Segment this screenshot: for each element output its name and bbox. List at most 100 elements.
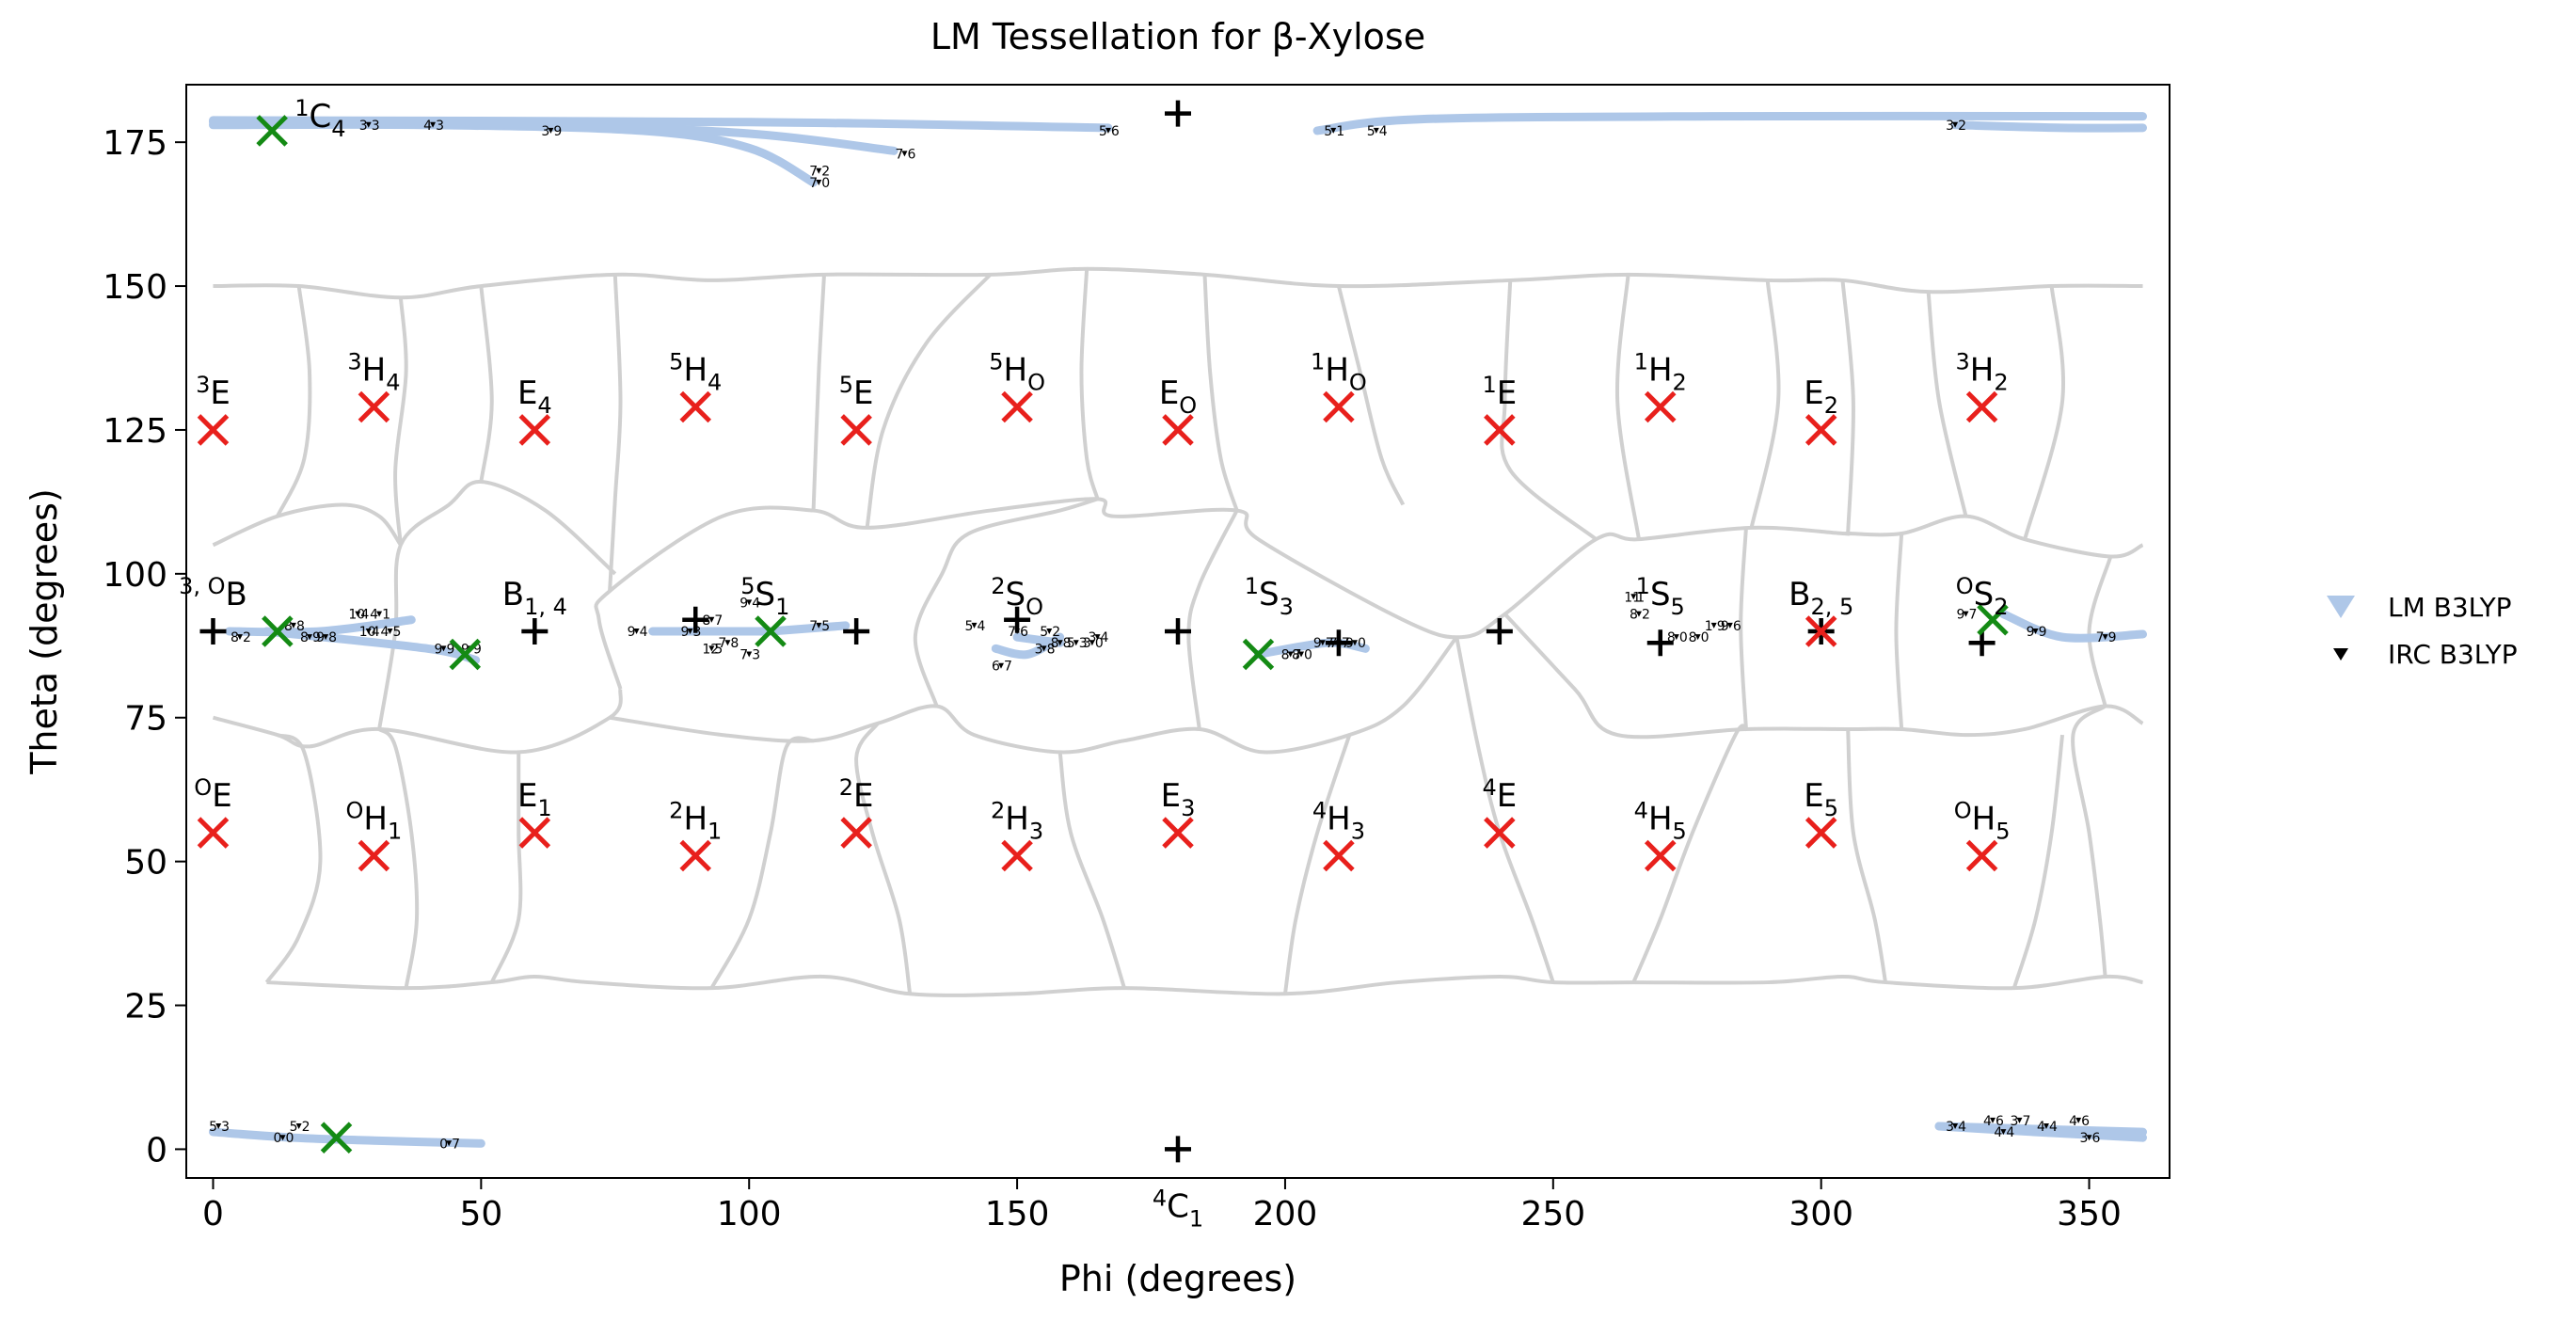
- irc-label-sub: 2: [821, 165, 830, 180]
- irc-label: 3: [359, 119, 368, 134]
- irc-label-sub: 4: [2049, 1120, 2058, 1135]
- irc-label: 3: [1083, 636, 1091, 651]
- x-tick-label: 250: [1520, 1195, 1585, 1233]
- irc-marker: [365, 629, 372, 634]
- irc-marker: [2086, 1135, 2092, 1141]
- tessellation-edge: [2087, 555, 2113, 707]
- irc-label: 12: [702, 642, 719, 657]
- pucker-label-sub: O: [1179, 392, 1197, 419]
- tessellation-edge: [276, 285, 312, 517]
- tessellation-edge: [865, 273, 993, 529]
- irc-label-sub: 6: [2081, 1114, 2090, 1129]
- red-x-marker: [679, 839, 712, 872]
- irc-label-sub: 5: [714, 642, 723, 657]
- red-x-marker: [1644, 839, 1677, 872]
- irc-marker: [1635, 611, 1642, 617]
- pucker-label-base: E: [517, 777, 537, 815]
- tessellation-edge: [489, 752, 523, 983]
- irc-label-sub: 3: [221, 1120, 230, 1135]
- irc-label-sub: 9: [312, 630, 321, 645]
- pucker-label: 2E: [839, 774, 874, 815]
- green-x-marker: [256, 115, 288, 147]
- irc-label-sub: 4: [360, 608, 369, 623]
- irc-point: 93: [681, 625, 702, 640]
- pucker-label-base: H: [362, 351, 387, 389]
- red-x-marker: [358, 390, 390, 423]
- irc-label-sub: 8: [328, 630, 337, 645]
- irc-label: 8: [1689, 630, 1697, 645]
- lm-path: [1312, 111, 2148, 135]
- legend-label: LM B3LYP: [2388, 592, 2512, 623]
- pucker-label-base: H: [683, 801, 708, 838]
- irc-label: 3: [2010, 1114, 2018, 1129]
- center-plus: [1165, 618, 1191, 645]
- irc-label-sub: 3: [436, 119, 444, 134]
- tessellation-edge: [1631, 724, 1748, 983]
- irc-marker: [816, 167, 822, 174]
- irc-label: 4: [380, 625, 389, 640]
- irc-label: 10: [348, 608, 365, 623]
- irc-label: 4: [423, 119, 432, 134]
- red-x-marker: [518, 414, 551, 446]
- irc-marker: [1710, 622, 1717, 629]
- pucker-label-sub: 5: [1671, 594, 1685, 620]
- red-x-marker: [1484, 414, 1516, 446]
- lm-path: [766, 621, 851, 636]
- irc-label: 9: [1957, 608, 1965, 623]
- irc-marker: [215, 1122, 222, 1129]
- irc-label-sub: 6: [1111, 124, 1120, 139]
- irc-label: 4: [2037, 1120, 2045, 1135]
- irc-marker: [376, 611, 383, 617]
- irc-label-sub: 4: [1101, 630, 1109, 645]
- red-x-marker: [1965, 839, 1998, 872]
- irc-marker: [1105, 127, 1111, 134]
- irc-label-sub: 4: [372, 625, 380, 640]
- irc-marker: [1726, 622, 1733, 629]
- tessellation-edge: [913, 497, 1099, 708]
- irc-label-sub: 2: [302, 1120, 310, 1135]
- irc-label: 9: [434, 642, 442, 657]
- center-plus: [1968, 629, 1996, 657]
- pucker-label: 1HO: [1311, 348, 1367, 395]
- irc-point: 104: [359, 625, 380, 640]
- y-axis-title: Theta (degrees): [24, 488, 65, 775]
- pucker-label-sub: 5: [1996, 819, 2010, 845]
- irc-marker: [1952, 1122, 1959, 1129]
- pucker-label: E5: [1804, 777, 1838, 821]
- irc-marker: [1073, 640, 1079, 646]
- pucker-label: 3H2: [1956, 348, 2009, 395]
- pucker-label-base: S: [1650, 576, 1671, 613]
- irc-marker: [1046, 629, 1053, 634]
- pucker-label: 1S3: [1245, 573, 1294, 620]
- irc-label: 5: [1040, 625, 1048, 640]
- irc-label: 6: [992, 660, 1000, 675]
- red-x-marker: [1805, 615, 1837, 647]
- pucker-label: 5HO: [989, 348, 1045, 395]
- pucker-label-base: E: [210, 374, 230, 412]
- tessellation-edge: [212, 502, 403, 548]
- pucker-label-sub: 5: [1824, 795, 1838, 821]
- irc-label: 8: [1051, 636, 1059, 651]
- red-x-marker: [1805, 414, 1837, 446]
- center-plus: [1165, 1136, 1191, 1163]
- irc-label-sub: 6: [1733, 619, 1741, 634]
- irc-label-sub: 6: [1996, 1114, 2004, 1129]
- irc-marker: [1287, 651, 1294, 658]
- pucker-label: 1C4: [294, 95, 345, 142]
- pucker-label-base: S: [1974, 576, 1995, 613]
- pucker-label-base: E: [1497, 374, 1517, 412]
- pucker-label-sup: 4: [1153, 1185, 1167, 1211]
